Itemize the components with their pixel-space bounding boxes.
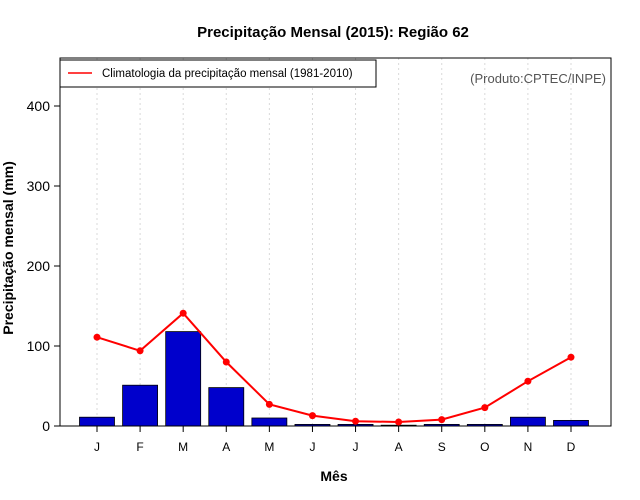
- x-axis-label: Mês: [320, 468, 347, 484]
- bar-11: [510, 416, 546, 427]
- x-tick-label: M: [264, 440, 274, 454]
- legend-label: Climatologia da precipitação mensal (198…: [102, 68, 353, 80]
- climatology-point-4: [222, 358, 230, 366]
- bar-5: [251, 417, 288, 427]
- chart-title: Precipitação Mensal (2015): Região 62: [197, 24, 469, 41]
- x-tick-label: M: [178, 440, 188, 454]
- y-tick-label: 300: [27, 178, 51, 194]
- bar-4: [208, 387, 245, 427]
- climatology-line-series: [93, 309, 575, 426]
- y-tick-label: 200: [27, 258, 51, 274]
- x-tick-label: O: [480, 440, 489, 454]
- climatology-point-5: [265, 400, 273, 408]
- y-tick-label: 100: [27, 338, 51, 354]
- x-tick-label: D: [567, 440, 576, 454]
- bar-12: [553, 419, 589, 427]
- legend-box: [59, 59, 377, 88]
- climatology-point-7: [352, 417, 360, 425]
- climatology-line: [96, 311, 572, 424]
- climatology-point-10: [481, 404, 489, 412]
- legend: Climatologia da precipitação mensal (198…: [59, 59, 377, 88]
- y-tick-label: 400: [27, 98, 51, 114]
- climatology-point-8: [395, 418, 403, 426]
- climatology-point-11: [524, 377, 532, 385]
- climatology-point-6: [308, 412, 316, 420]
- y-tick-label: 0: [42, 418, 50, 434]
- x-tick-label: N: [524, 440, 533, 454]
- bar-2: [122, 384, 158, 427]
- y-axis: 0 100 200 300 400: [27, 98, 60, 434]
- x-tick-label: A: [395, 440, 403, 454]
- climatology-point-1: [93, 333, 101, 341]
- climatology-point-12: [567, 353, 575, 361]
- y-axis-label: Precipitação mensal (mm): [0, 161, 16, 335]
- x-tick-label: J: [94, 440, 100, 454]
- x-tick-label: S: [438, 440, 446, 454]
- bar-series: [79, 331, 589, 427]
- bar-1: [79, 416, 115, 427]
- x-tick-label: F: [136, 440, 143, 454]
- climatology-point-2: [136, 347, 144, 355]
- plot-area-frame: [59, 57, 612, 427]
- credit-text: (Produto:CPTEC/INPE): [470, 71, 606, 86]
- x-tick-label: J: [353, 440, 359, 454]
- x-tick-label: J: [309, 440, 315, 454]
- climatology-point-9: [438, 416, 446, 424]
- bar-3: [165, 331, 202, 427]
- climatology-point-3: [179, 309, 187, 317]
- x-tick-label: A: [222, 440, 230, 454]
